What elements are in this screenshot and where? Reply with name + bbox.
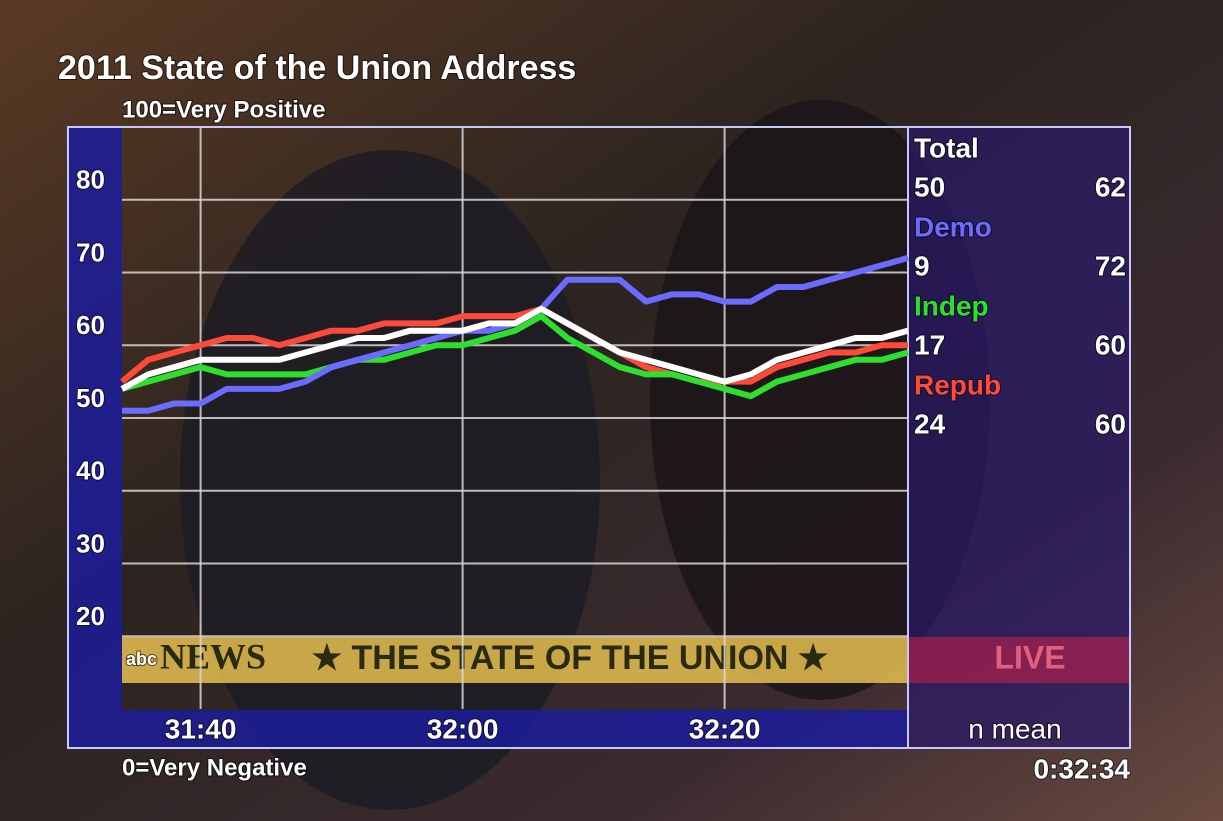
banner-network: NEWS xyxy=(160,636,266,676)
legend-label: Indep xyxy=(914,290,989,321)
y-tick-label: 30 xyxy=(76,528,105,558)
y-tick-label: 40 xyxy=(76,456,105,486)
legend-label: Repub xyxy=(914,369,1001,400)
banner-live: LIVE xyxy=(994,639,1065,675)
bottom-note: 0=Very Negative xyxy=(122,754,307,781)
y-tick-label: 60 xyxy=(76,310,105,340)
y-tick-label: 50 xyxy=(76,383,105,413)
person-silhouette xyxy=(650,100,990,700)
live-banner xyxy=(908,637,1130,683)
legend-mean: 62 xyxy=(1095,171,1126,202)
x-axis-band xyxy=(122,710,908,748)
legend-n: 9 xyxy=(914,250,930,281)
x-tick-label: 32:20 xyxy=(689,713,761,744)
x-tick-label: 31:40 xyxy=(165,713,237,744)
y-tick-label: 20 xyxy=(76,601,105,631)
legend-n: 24 xyxy=(914,408,946,439)
series-line xyxy=(120,305,908,385)
top-note: 100=Very Positive xyxy=(122,96,325,123)
chart-title: 2011 State of the Union Address xyxy=(58,49,576,87)
series-line xyxy=(120,305,909,392)
y-tick-label: 70 xyxy=(76,237,105,267)
clock: 0:32:34 xyxy=(1033,753,1130,784)
x-tick-label: 32:00 xyxy=(427,713,499,744)
y-tick-label: 80 xyxy=(76,165,105,195)
stats-header: n mean xyxy=(968,713,1061,744)
legend-label: Demo xyxy=(914,211,992,242)
legend-label: Total xyxy=(914,132,979,163)
legend-n: 50 xyxy=(914,171,945,202)
series-line xyxy=(121,313,909,400)
y-axis-band xyxy=(68,127,122,748)
legend-mean: 60 xyxy=(1095,329,1126,360)
legend-mean: 72 xyxy=(1095,250,1126,281)
banner-logo: abc xyxy=(126,649,157,669)
banner-title: ★ THE STATE OF THE UNION ★ xyxy=(312,639,829,677)
chart-frame xyxy=(67,126,1131,749)
news-banner xyxy=(122,637,908,683)
legend-n: 17 xyxy=(914,329,945,360)
legend-mean: 60 xyxy=(1095,408,1126,439)
plot: 20 30 40 50 60 70 80 31:40 32:00 32:20 Total 50 62 De… xyxy=(75,127,1127,745)
